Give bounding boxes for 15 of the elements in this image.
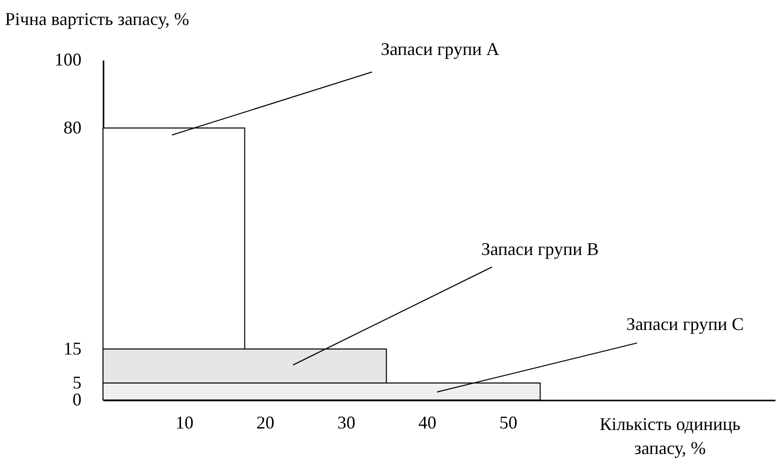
text: Запаси групи С [626, 314, 744, 334]
x-tick-label: 20 [256, 412, 274, 432]
y-tick-label: 15 [64, 338, 82, 358]
x-tick-label: 40 [418, 412, 436, 432]
y-tick-label: 5 [72, 372, 82, 392]
text: Запаси групи В [481, 239, 599, 259]
y-tick-label: 80 [64, 118, 82, 138]
x-tick-label: 10 [175, 412, 194, 432]
x-axis-title: Кількість одиниць запасу, % [600, 414, 740, 458]
x-tick-label: 50 [499, 412, 518, 432]
x-tick-label: 30 [337, 412, 356, 432]
text: Запаси групи А [380, 39, 500, 59]
y-tick-label: 100 [54, 50, 82, 70]
y-axis-title: Річна вартість запасу, % [5, 9, 190, 29]
y-tick-label: 0 [72, 390, 82, 410]
